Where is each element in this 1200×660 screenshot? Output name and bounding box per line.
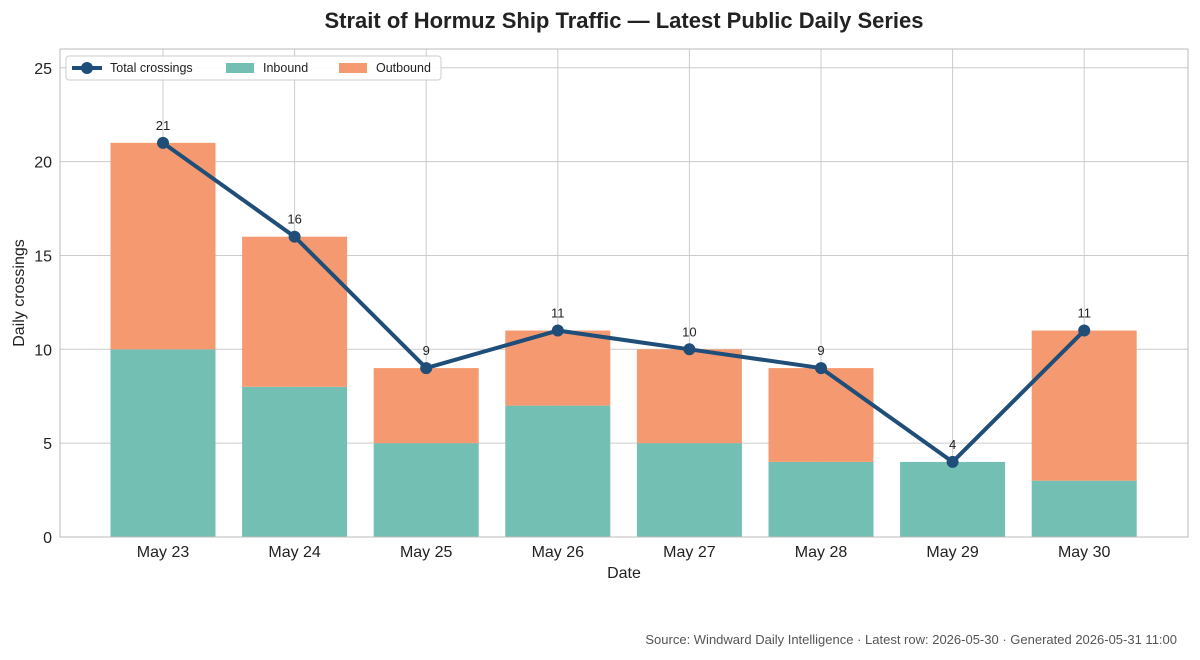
x-axis-label: Date: [607, 565, 641, 582]
bar-outbound: [1031, 330, 1137, 481]
bar-inbound: [636, 443, 742, 537]
total-crossings-point: [683, 343, 696, 356]
data-label: 21: [156, 118, 170, 133]
bar-outbound: [768, 368, 874, 462]
bar-outbound: [373, 368, 479, 444]
plot-frame: [59, 48, 1189, 538]
total-crossings-line: [161, 141, 1086, 464]
legend-marker-swatch: [81, 62, 93, 74]
bar-inbound: [242, 386, 348, 537]
bar-inbound: [373, 443, 479, 537]
labels-layer: 21 16 9 11 10 9 4 11: [156, 118, 1091, 452]
total-crossings-point: [946, 455, 959, 468]
bar-outbound: [636, 349, 742, 444]
legend-label-total: Total crossings: [110, 61, 193, 75]
x-tick-label: May 27: [663, 544, 716, 561]
bar-inbound: [768, 461, 874, 537]
y-tick-label: 0: [43, 530, 52, 547]
bar-outbound: [110, 142, 216, 350]
total-crossings-point: [1078, 324, 1091, 337]
x-tick-label: May 25: [400, 544, 453, 561]
bar-outbound: [505, 330, 611, 406]
data-label: 4: [949, 437, 956, 452]
bars-layer: [110, 142, 1137, 537]
x-tick-label: May 24: [268, 544, 321, 561]
bar-inbound: [110, 349, 216, 537]
total-crossings-point: [420, 362, 433, 375]
data-label: 10: [682, 324, 696, 339]
legend-label-outbound: Outbound: [376, 61, 431, 75]
legend-inbound-swatch: [226, 63, 254, 73]
bar-inbound: [505, 405, 611, 537]
y-tick-label: 20: [34, 155, 52, 172]
data-label: 11: [1077, 306, 1091, 321]
total-crossings-point: [157, 136, 169, 149]
data-label: 16: [287, 212, 301, 227]
data-label: 9: [423, 343, 430, 358]
x-tick-label: May 23: [137, 544, 190, 561]
bar-inbound: [1031, 480, 1137, 537]
x-tick-label: May 30: [1058, 544, 1111, 561]
legend: Total crossings Inbound Outbound: [65, 55, 442, 81]
axis-layer: 0 5 10 15 20 25 May 23 May 24 May 25 May 26 May 27…: [11, 48, 1189, 582]
data-label: 11: [551, 306, 565, 321]
data-label: 9: [817, 343, 824, 358]
line-layer: [157, 136, 1091, 468]
y-tick-label: 25: [34, 61, 52, 78]
y-tick-label: 10: [34, 342, 52, 359]
legend-label-inbound: Inbound: [263, 61, 308, 75]
x-tick-label: May 26: [532, 544, 585, 561]
total-crossings-point: [288, 230, 301, 243]
y-tick-label: 5: [43, 436, 52, 453]
x-tick-label: May 29: [926, 544, 979, 561]
chart-svg: 21 16 9 11 10 9 4 11 0 5 10 15 20 25 May 23 May 24 May …: [11, 48, 1189, 582]
legend-outbound-swatch: [339, 63, 367, 73]
chart-title: Strait of Hormuz Ship Traffic — Latest P…: [324, 8, 924, 33]
grid-layer: [60, 49, 1188, 538]
bar-outbound: [242, 236, 348, 387]
total-crossings-point: [815, 362, 827, 375]
total-crossings-point: [551, 324, 564, 337]
source-note: Source: Windward Daily Intelligence · La…: [645, 632, 1177, 647]
bar-inbound: [900, 461, 1006, 537]
x-tick-label: May 28: [795, 544, 848, 561]
y-axis-label: Daily crossings: [11, 239, 28, 347]
y-tick-label: 15: [34, 248, 52, 265]
